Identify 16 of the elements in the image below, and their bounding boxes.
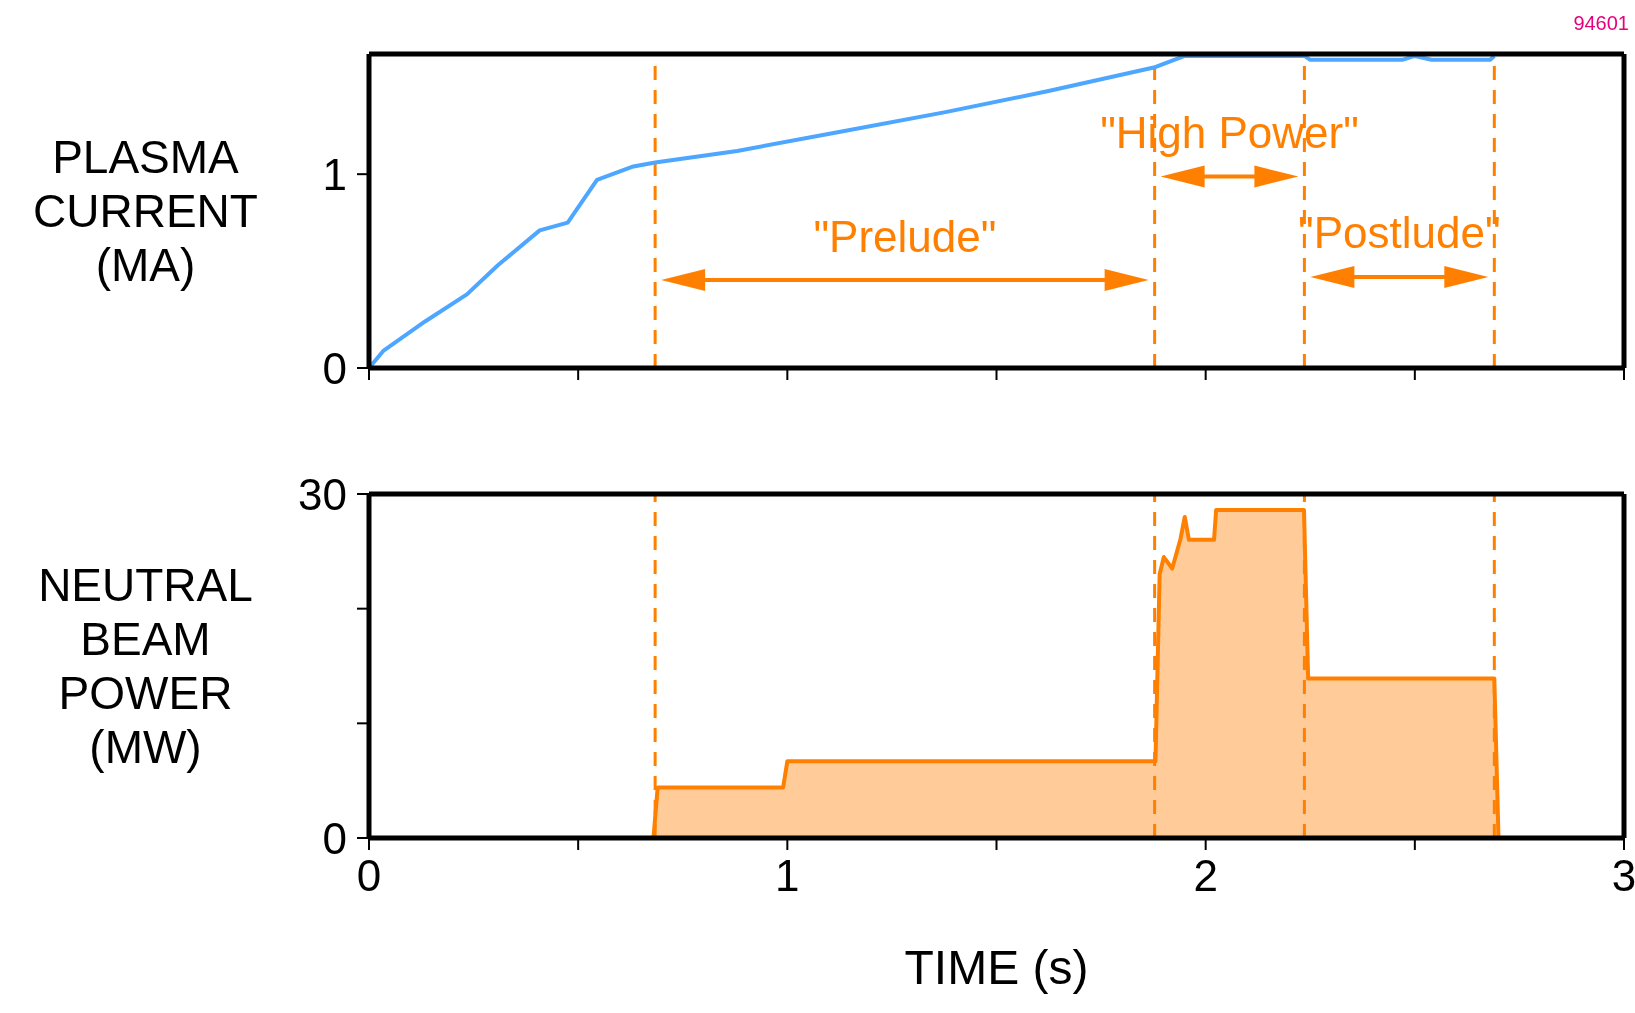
x-tick-label: 3 xyxy=(1611,851,1635,901)
x-tick-label: 1 xyxy=(775,851,800,901)
x-axis-title: TIME (s) xyxy=(903,940,1090,995)
y-tick-label: 1 xyxy=(322,149,347,199)
y-tick-label: 0 xyxy=(322,813,347,863)
text: 94601 xyxy=(1573,12,1629,35)
line-series xyxy=(369,54,1497,368)
y-axis-title: PLASMA CURRENT (MA) xyxy=(32,130,259,292)
annotation: "Prelude" xyxy=(813,211,997,261)
x-tick-label: 2 xyxy=(1193,851,1218,901)
annotation: "High Power" xyxy=(1100,108,1359,157)
y-tick-label: 0 xyxy=(322,343,347,393)
y-tick-label: 30 xyxy=(298,469,347,519)
annotation: "Postlude" xyxy=(1298,208,1501,258)
x-tick-label: 0 xyxy=(356,851,382,901)
y-axis-title: NEUTRAL BEAM POWER (MW) xyxy=(37,558,254,774)
